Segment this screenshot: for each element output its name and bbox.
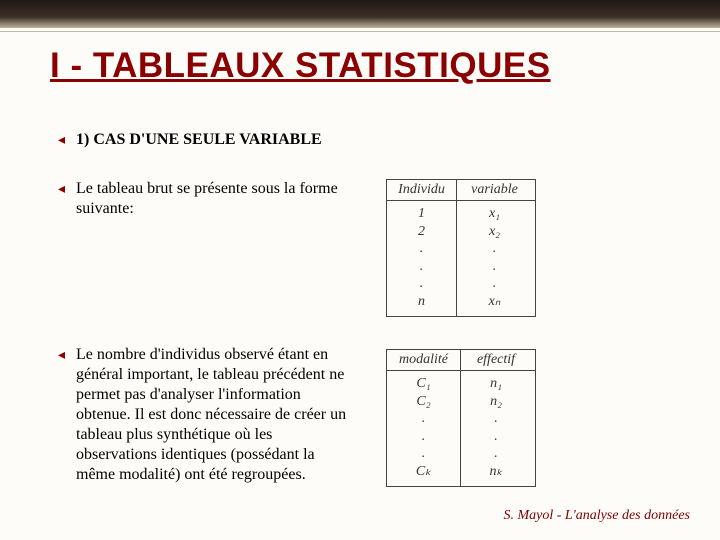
table-col: x₁ x₂ . . . xₙ (457, 201, 532, 316)
table-cell: . (467, 275, 522, 293)
bullet-icon: ◂ (58, 345, 76, 366)
table-header-cell: variable (457, 180, 532, 200)
data-table-1: Individu variable 1 2 . . . n x₁ x₂ . . … (386, 179, 536, 317)
table-cell: 1 (397, 205, 446, 223)
list-item: ◂ Le tableau brut se présente sous la fo… (58, 179, 678, 317)
table-cell: C₂ (397, 393, 450, 411)
table-cell: xₙ (467, 293, 522, 311)
table-cell: 2 (397, 223, 446, 241)
table-col: n₁ n₂ . . . nₖ (461, 371, 531, 486)
table-cell: n (397, 293, 446, 311)
table-header-cell: effectif (461, 350, 531, 370)
table-cell: nₖ (471, 463, 521, 481)
table-cell: . (471, 428, 521, 446)
table-cell: x₂ (467, 223, 522, 241)
table-cell: . (397, 275, 446, 293)
data-table-2: modalité effectif C₁ C₂ . . . Cₖ n₁ n₂ .… (386, 349, 536, 487)
header-line (0, 31, 720, 32)
table-cell: Cₖ (397, 463, 450, 481)
content-area: ◂ 1) CAS D'UNE SEULE VARIABLE ◂ Le table… (58, 130, 678, 487)
table-cell: C₁ (397, 375, 450, 393)
table-cell: . (397, 445, 450, 463)
bullet-icon: ◂ (58, 179, 76, 200)
table-cell: n₁ (471, 375, 521, 393)
bullet-icon: ◂ (58, 130, 76, 151)
item-heading: 1) CAS D'UNE SEULE VARIABLE (76, 130, 356, 150)
table-col: 1 2 . . . n (387, 201, 457, 316)
footer-credit: S. Mayol - L'analyse des données (503, 508, 690, 524)
table-cell: . (471, 445, 521, 463)
table-cell: . (467, 258, 522, 276)
header-band (0, 0, 720, 28)
table-col: C₁ C₂ . . . Cₖ (387, 371, 461, 486)
table-cell: . (397, 258, 446, 276)
item-text: Le nombre d'individus observé étant en g… (76, 345, 356, 485)
table-cell: . (397, 410, 450, 428)
page-title: I - TABLEAUX STATISTIQUES (50, 46, 551, 86)
table-header-cell: Individu (387, 180, 457, 200)
list-item: ◂ 1) CAS D'UNE SEULE VARIABLE (58, 130, 678, 151)
list-item: ◂ Le nombre d'individus observé étant en… (58, 345, 678, 487)
table-cell: . (471, 410, 521, 428)
item-text: Le tableau brut se présente sous la form… (76, 179, 356, 219)
table-cell: . (397, 428, 450, 446)
table-cell: . (467, 240, 522, 258)
table-cell: x₁ (467, 205, 522, 223)
table-header-cell: modalité (387, 350, 461, 370)
table-cell: n₂ (471, 393, 521, 411)
table-cell: . (397, 240, 446, 258)
